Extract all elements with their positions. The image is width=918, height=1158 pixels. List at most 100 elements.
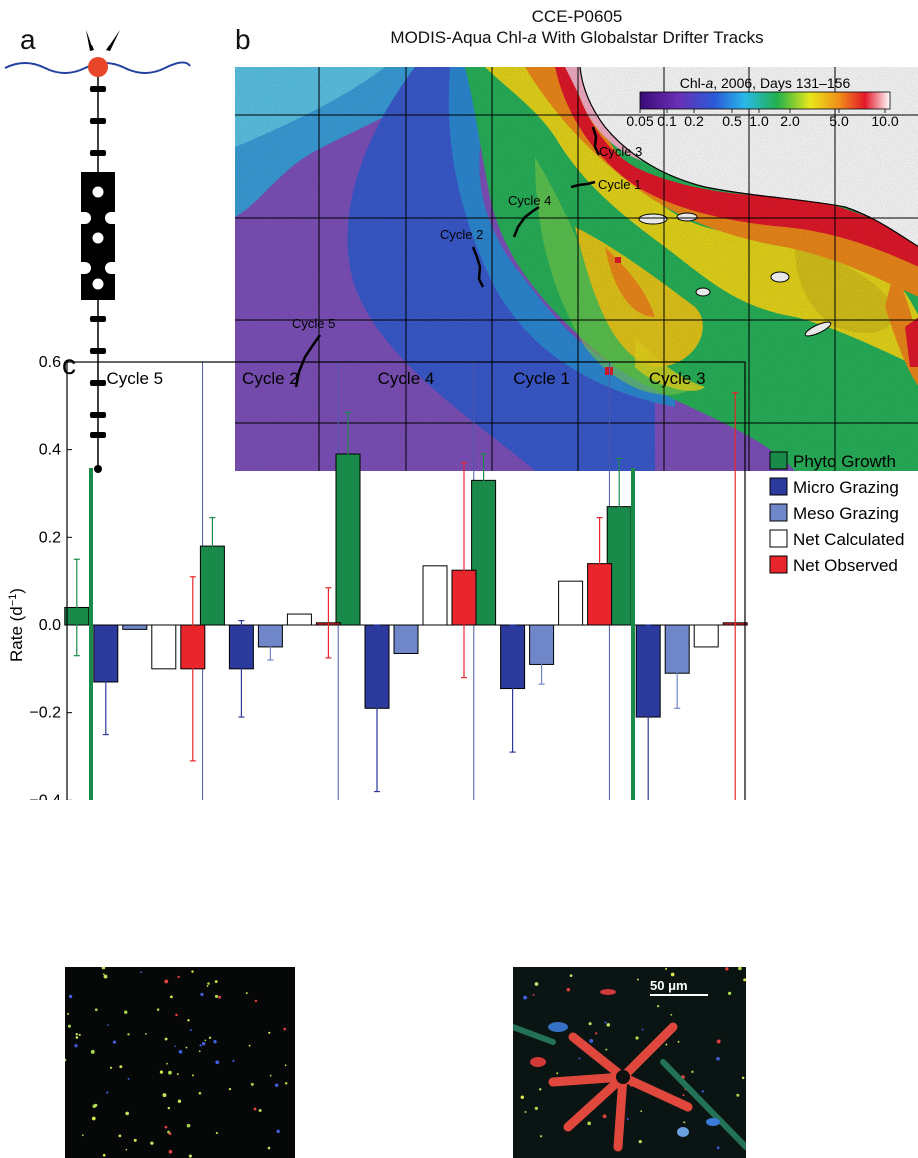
cell-speck: [201, 1042, 206, 1046]
cell-speck: [228, 1087, 232, 1091]
y-tick-label: 0.0: [39, 617, 61, 634]
cell-speck: [534, 982, 539, 986]
cell-speck: [284, 1082, 288, 1085]
drifter-track-cycle-3: [591, 126, 601, 156]
cell-speck: [682, 1094, 685, 1097]
cell-speck: [248, 1044, 251, 1047]
cell-speck: [78, 1033, 81, 1037]
cell-speck: [245, 992, 248, 995]
cycle-label: Cycle 2: [242, 369, 299, 388]
cell-speck: [168, 1070, 172, 1075]
cell-speck: [150, 1141, 154, 1145]
cell-speck: [94, 1008, 98, 1012]
cell-speck: [588, 1022, 592, 1026]
legend-label: Phyto Growth: [793, 452, 896, 471]
cell-speck: [186, 1123, 191, 1128]
cell-speck: [140, 971, 142, 974]
cell-speck: [206, 985, 209, 987]
cycle-label: Cycle 1: [513, 369, 570, 388]
cell-speck: [683, 1121, 686, 1124]
cell-speck: [81, 1134, 84, 1137]
legend-label: Net Observed: [793, 556, 898, 575]
cell-speck: [691, 1070, 694, 1074]
bar-net-calculated: [151, 624, 177, 670]
cell-speck: [641, 1028, 644, 1031]
cell-speck: [595, 1032, 598, 1035]
plot-frame: [66, 361, 746, 800]
map-title-line2: MODIS-Aqua Chl-a With Globalstar Drifter…: [390, 28, 764, 47]
panel-b-letter: b: [235, 24, 251, 55]
drifter-mooring-diagram: [4, 30, 191, 473]
cell-speck: [743, 978, 746, 982]
cell-speck: [520, 1095, 525, 1099]
map-title: CCE-P0605 MODIS-Aqua Chl-a With Globalst…: [235, 6, 918, 48]
cell-speck: [199, 1044, 202, 1047]
colorbar-gradient: [639, 91, 891, 110]
tether-segments: [90, 86, 106, 438]
cell-speck: [198, 1091, 202, 1095]
cycle-label: Cycle 5: [106, 369, 163, 388]
cell-speck: [276, 1129, 280, 1134]
map-label-cycle-2: Cycle 2: [440, 227, 483, 242]
cell-speck: [540, 1135, 543, 1138]
cell-speck: [213, 1040, 217, 1044]
scale-bar: 50 μm: [650, 978, 708, 996]
bar-meso-grazing: [122, 624, 148, 630]
colorbar-legend: Chl-a, 2006, Days 131–156 0.05 0.1 0.2 0.5 1…: [626, 75, 898, 129]
cell-speck: [539, 1088, 542, 1091]
cell-speck: [606, 1023, 611, 1027]
cell-speck: [176, 1073, 179, 1076]
cell-speck: [670, 972, 675, 977]
cell-speck: [125, 1148, 128, 1151]
cell-speck: [532, 993, 535, 996]
cycle-label: Cycle 4: [378, 369, 435, 388]
cell-speck: [524, 1111, 527, 1113]
cell-speck: [556, 1072, 559, 1075]
cell-speck: [587, 1121, 591, 1126]
cell-speck: [119, 1065, 123, 1069]
cell-speck: [604, 1021, 607, 1024]
cell-speck: [168, 1149, 173, 1154]
cell-speck: [109, 1066, 113, 1069]
holey-sock-drogue: [81, 172, 115, 300]
map-gridlines: [235, 67, 918, 471]
cell-speck: [283, 1027, 287, 1031]
drogue-antenna-icon: [86, 30, 120, 51]
cell-speck: [268, 1031, 271, 1034]
cell-speck: [164, 1037, 168, 1041]
cell-speck: [716, 1146, 720, 1150]
cell-speck: [102, 973, 105, 976]
cell-speck: [670, 1013, 673, 1016]
cell-speck: [605, 1048, 608, 1051]
cell-speck: [523, 995, 528, 1000]
cell-speck: [258, 1108, 262, 1112]
cell-speck: [166, 1062, 168, 1065]
cell-speck: [214, 994, 219, 999]
bar-meso-grazing: [393, 624, 419, 654]
cell-speck: [185, 1046, 188, 1049]
cell-speck: [67, 1012, 70, 1015]
cell-speck: [177, 1099, 182, 1103]
cell-speck: [127, 1033, 130, 1036]
colorbar-tick-label: 2.0: [780, 113, 800, 129]
cell-speck: [198, 1050, 201, 1053]
bar-net-calculated: [422, 565, 448, 626]
y-tick-label: −0.2: [29, 705, 61, 722]
cell-speck: [626, 1117, 629, 1120]
cell-speck: [635, 1036, 639, 1040]
colorbar-tick-label: 0.1: [657, 113, 677, 129]
y-tick-label: 0.4: [39, 442, 61, 459]
cell-speck: [636, 978, 639, 981]
cell-speck: [103, 974, 108, 979]
bar-net-calculated: [558, 580, 584, 626]
y-tick-label: −0.4: [29, 792, 61, 800]
drifter-track-cycle-4: [512, 205, 540, 238]
scale-bar-label: 50 μm: [650, 978, 688, 993]
cell-speck: [638, 1140, 642, 1144]
cell-speck: [534, 1106, 539, 1111]
cell-speck: [94, 1103, 98, 1107]
cell-speck: [664, 967, 668, 970]
drifter-track-cycle-1: [570, 180, 596, 189]
drifter-tracks: [294, 126, 601, 388]
